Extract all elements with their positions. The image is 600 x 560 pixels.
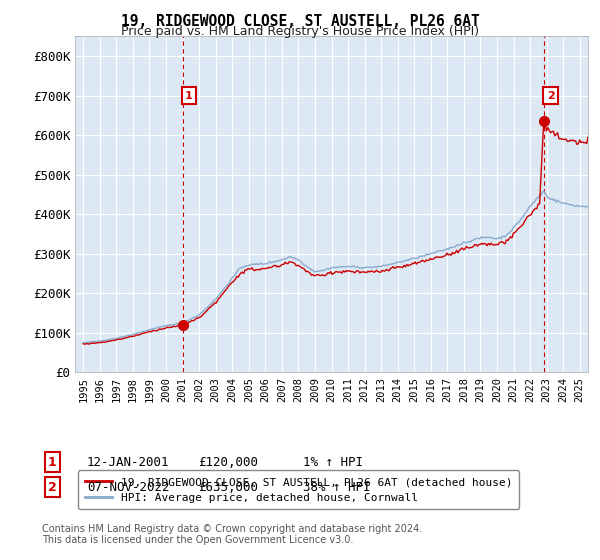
Text: 1% ↑ HPI: 1% ↑ HPI <box>303 455 363 469</box>
Text: 2: 2 <box>547 91 554 101</box>
Text: £120,000: £120,000 <box>198 455 258 469</box>
Text: 1: 1 <box>185 91 193 101</box>
Text: 07-NOV-2022: 07-NOV-2022 <box>87 480 170 494</box>
Legend: 19, RIDGEWOOD CLOSE, ST AUSTELL, PL26 6AT (detached house), HPI: Average price, : 19, RIDGEWOOD CLOSE, ST AUSTELL, PL26 6A… <box>78 470 520 509</box>
Text: £635,000: £635,000 <box>198 480 258 494</box>
Text: Price paid vs. HM Land Registry's House Price Index (HPI): Price paid vs. HM Land Registry's House … <box>121 25 479 38</box>
Text: 38% ↑ HPI: 38% ↑ HPI <box>303 480 371 494</box>
Text: 1: 1 <box>48 455 57 469</box>
Text: 19, RIDGEWOOD CLOSE, ST AUSTELL, PL26 6AT: 19, RIDGEWOOD CLOSE, ST AUSTELL, PL26 6A… <box>121 14 479 29</box>
Text: 12-JAN-2001: 12-JAN-2001 <box>87 455 170 469</box>
Text: 2: 2 <box>48 480 57 494</box>
Text: Contains HM Land Registry data © Crown copyright and database right 2024.: Contains HM Land Registry data © Crown c… <box>42 524 422 534</box>
Text: This data is licensed under the Open Government Licence v3.0.: This data is licensed under the Open Gov… <box>42 535 353 545</box>
